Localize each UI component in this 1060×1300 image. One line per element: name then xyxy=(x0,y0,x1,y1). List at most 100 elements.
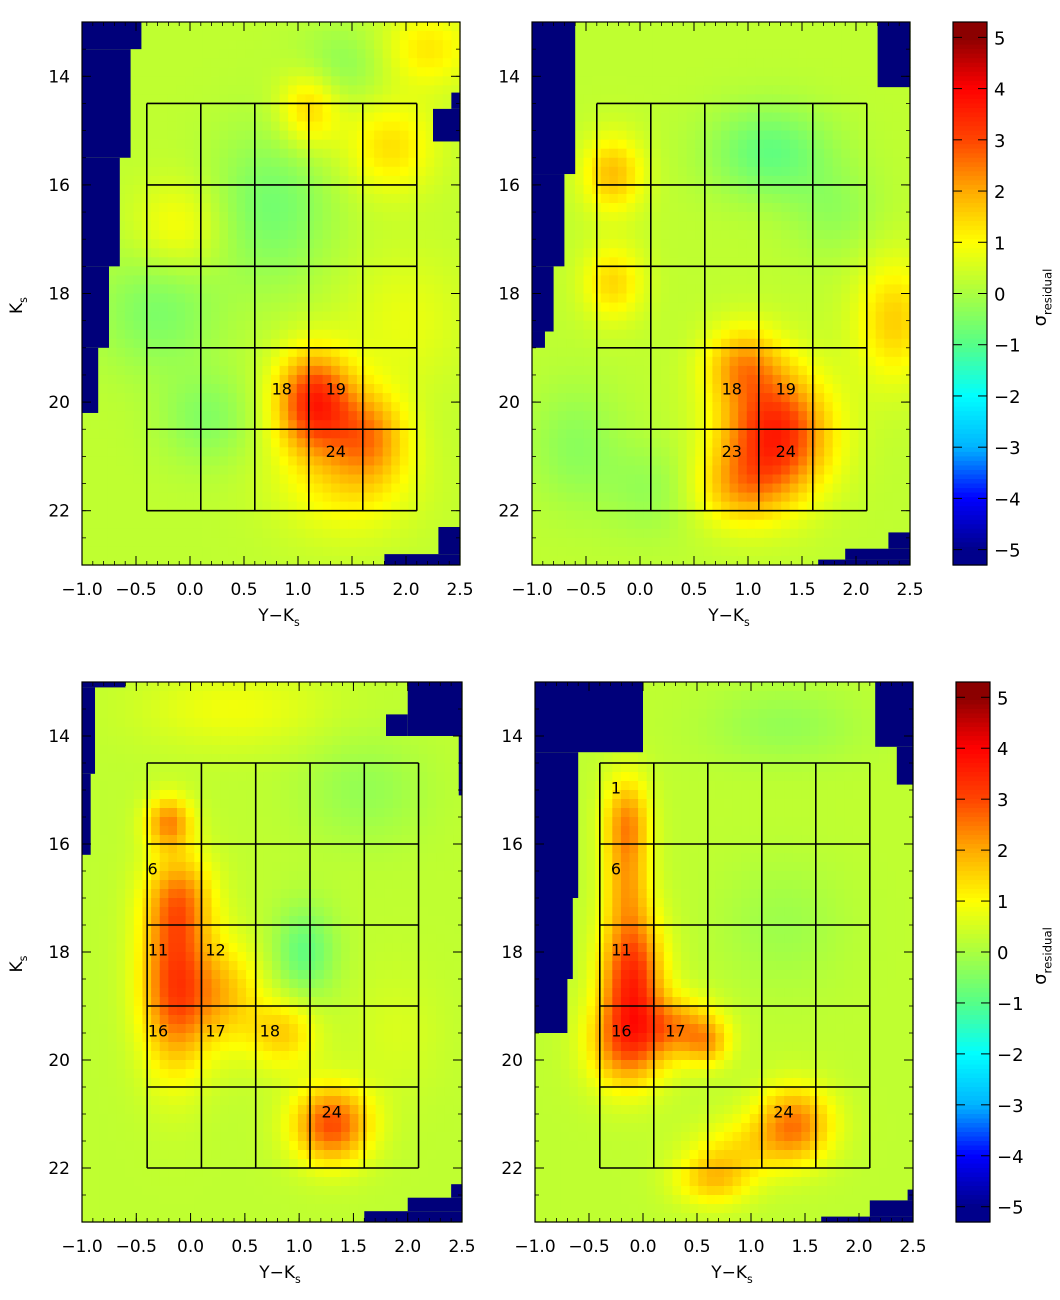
heat-cell xyxy=(365,284,375,295)
heat-cell xyxy=(271,519,281,530)
heat-cell xyxy=(202,411,212,421)
heat-cell xyxy=(417,420,427,430)
heat-cell xyxy=(686,175,696,186)
heat-cell xyxy=(271,157,281,168)
heat-cell xyxy=(159,501,169,512)
heat-cell xyxy=(781,58,791,68)
heat-cell xyxy=(849,393,860,403)
heat-cell xyxy=(185,275,195,286)
heat-cell xyxy=(712,103,722,114)
heat-cell xyxy=(391,266,401,276)
heat-cell xyxy=(365,429,375,439)
heat-cell xyxy=(365,456,375,467)
heat-cell xyxy=(660,411,671,421)
heat-cell xyxy=(678,148,688,159)
heat-cell xyxy=(695,85,705,95)
heat-cell xyxy=(159,528,169,539)
heat-cell xyxy=(626,31,636,41)
heat-cell xyxy=(434,31,444,41)
heat-cell xyxy=(228,166,238,177)
heat-cell xyxy=(322,393,332,403)
heat-cell xyxy=(884,374,894,385)
heat-cell xyxy=(185,329,195,340)
heat-cell xyxy=(434,338,444,349)
heat-cell xyxy=(262,374,272,385)
heat-cell xyxy=(652,365,662,376)
heat-cell xyxy=(867,121,877,132)
heat-cell xyxy=(609,40,619,50)
heat-cell xyxy=(305,85,315,95)
heat-cell xyxy=(746,193,756,204)
heat-cell xyxy=(133,121,143,132)
heat-cell xyxy=(884,293,894,304)
heat-cell xyxy=(279,492,289,503)
heat-cell xyxy=(305,157,315,168)
heat-cell xyxy=(678,58,688,68)
heat-cell xyxy=(391,284,401,295)
heat-cell xyxy=(167,175,178,186)
heat-cell xyxy=(892,166,903,177)
heat-cell xyxy=(600,438,610,448)
heat-cell xyxy=(746,447,756,457)
heat-cell xyxy=(892,221,903,231)
heat-cell xyxy=(678,257,688,267)
heat-cell xyxy=(339,465,349,476)
heat-cell xyxy=(262,266,272,276)
heat-cell xyxy=(703,447,714,457)
heat-cell xyxy=(339,402,349,412)
heat-cell xyxy=(382,22,392,32)
heat-cell xyxy=(892,94,903,105)
heat-cell xyxy=(356,528,367,539)
heat-cell xyxy=(245,40,255,50)
heat-cell xyxy=(279,320,289,331)
heat-cell xyxy=(322,275,332,286)
heat-cell xyxy=(90,546,100,557)
heat-cell xyxy=(417,266,427,276)
heat-cell xyxy=(116,284,126,295)
heat-cell xyxy=(279,275,289,286)
heat-cell xyxy=(167,438,178,448)
heat-cell xyxy=(176,528,186,539)
heat-cell xyxy=(849,212,860,222)
heat-cell xyxy=(356,465,367,476)
heat-cell xyxy=(391,347,401,358)
heat-cell xyxy=(849,429,860,439)
heat-cell xyxy=(746,148,756,159)
heat-cell xyxy=(738,193,748,204)
heat-cell xyxy=(901,166,911,177)
heat-cell xyxy=(176,293,186,304)
heat-cell xyxy=(892,402,903,412)
heat-cell xyxy=(425,510,435,521)
heat-cell xyxy=(236,49,246,59)
heat-cell xyxy=(789,31,799,41)
heat-cell xyxy=(236,67,246,77)
heat-cell xyxy=(901,384,911,394)
heat-cell xyxy=(772,311,782,322)
heat-cell xyxy=(875,103,885,114)
heat-cell xyxy=(305,474,315,485)
heat-cell xyxy=(253,429,264,439)
heat-cell xyxy=(549,411,559,421)
heat-cell xyxy=(763,338,774,349)
heat-cell xyxy=(583,384,593,394)
heat-cell xyxy=(176,248,186,258)
heat-cell xyxy=(382,537,392,548)
heat-cell xyxy=(382,501,392,512)
heat-cell xyxy=(849,166,860,177)
heat-cell xyxy=(253,510,264,521)
heat-cell xyxy=(609,284,619,295)
heat-cell xyxy=(858,420,868,430)
heat-cell xyxy=(228,293,238,304)
heat-cell xyxy=(635,221,645,231)
heat-cell xyxy=(305,230,315,240)
heat-cell xyxy=(210,338,221,349)
heat-cell xyxy=(617,320,628,331)
heat-cell xyxy=(652,103,662,114)
heat-cell xyxy=(391,257,401,267)
heat-cell xyxy=(617,130,628,141)
heat-cell xyxy=(133,338,143,349)
heat-cell xyxy=(815,302,825,313)
heat-cell xyxy=(686,157,696,168)
heat-cell xyxy=(815,393,825,403)
heat-cell xyxy=(313,85,324,95)
